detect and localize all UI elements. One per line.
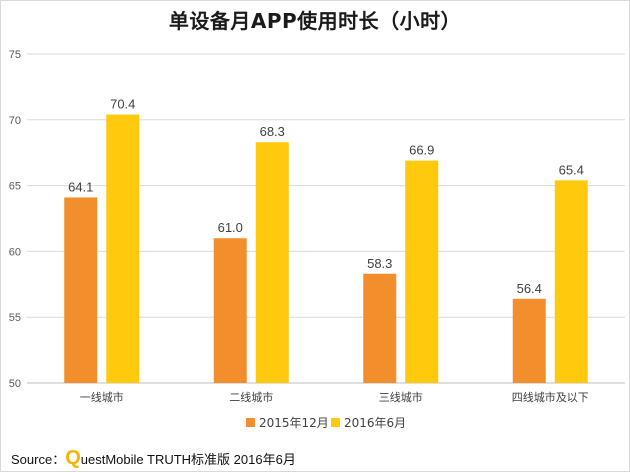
category-label: 四线城市及以下 — [512, 390, 589, 404]
data-label: 65.4 — [559, 162, 584, 177]
bar-dec-2015 — [213, 238, 247, 383]
y-tick-label: 55 — [9, 312, 21, 324]
legend-swatch — [331, 418, 340, 427]
legend-label: 2016年6月 — [344, 416, 406, 430]
data-label: 58.3 — [367, 256, 392, 271]
data-label: 68.3 — [260, 124, 285, 139]
y-tick-label: 65 — [9, 181, 21, 193]
legend-label: 2015年12月 — [259, 416, 329, 430]
source-text: uestMobile TRUTH标准版 2016年6月 — [80, 452, 296, 467]
bar-dec-2015 — [363, 273, 397, 383]
y-tick-label: 75 — [9, 49, 21, 61]
bar-jun-2016 — [106, 114, 140, 383]
category-label: 三线城市 — [379, 390, 423, 404]
questmobile-logo-q: Q — [65, 447, 81, 469]
data-label: 61.0 — [218, 220, 243, 235]
source-prefix: Source： — [11, 452, 66, 467]
data-label: 66.9 — [409, 143, 434, 158]
legend-swatch — [246, 418, 255, 427]
data-label: 56.4 — [517, 281, 542, 296]
data-label: 64.1 — [68, 179, 93, 194]
y-tick-label: 60 — [9, 246, 21, 258]
category-label: 二线城市 — [229, 390, 273, 404]
category-label: 一线城市 — [80, 390, 124, 404]
bar-jun-2016 — [255, 142, 289, 383]
bar-jun-2016 — [554, 180, 588, 383]
chart-title: 单设备月APP使用时长（小时） — [168, 9, 462, 33]
source-note: Source： Q uestMobile TRUTH标准版 2016年6月 — [11, 448, 296, 468]
bar-dec-2015 — [512, 298, 546, 383]
y-tick-label: 70 — [9, 115, 21, 127]
y-tick-label: 50 — [9, 378, 21, 390]
data-label: 70.4 — [110, 97, 135, 112]
bar-jun-2016 — [405, 160, 439, 383]
bar-dec-2015 — [64, 197, 98, 383]
